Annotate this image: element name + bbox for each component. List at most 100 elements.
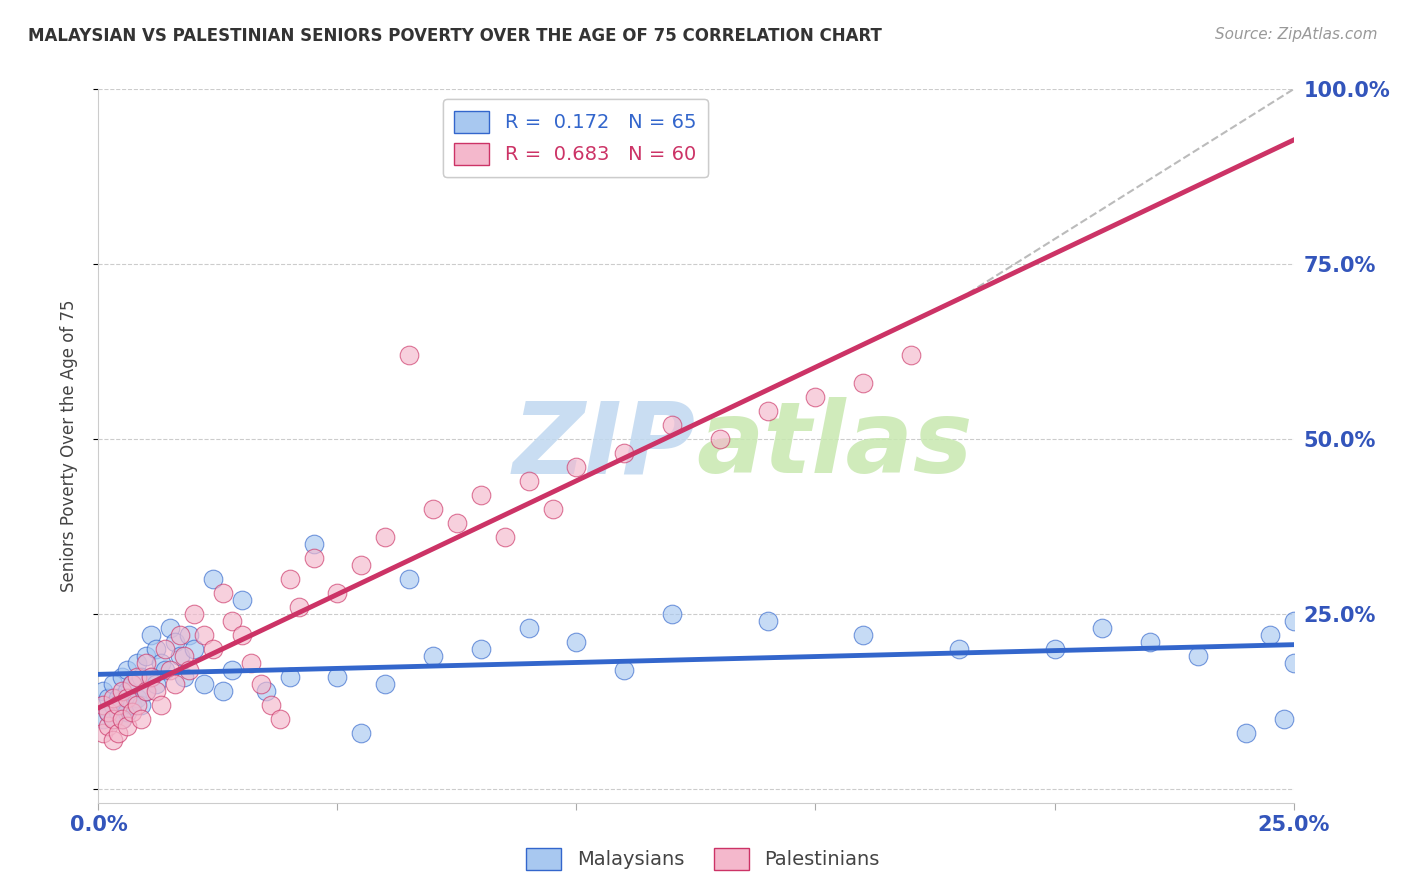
Point xyxy=(613,446,636,460)
Point xyxy=(91,712,114,726)
Point xyxy=(202,572,225,586)
Point xyxy=(145,684,167,698)
Point xyxy=(398,572,420,586)
Point xyxy=(101,677,124,691)
Point xyxy=(661,607,683,621)
Point xyxy=(107,690,129,705)
Point xyxy=(135,648,157,663)
Point xyxy=(193,628,215,642)
Point xyxy=(101,698,124,712)
Point xyxy=(278,670,301,684)
Point xyxy=(97,690,120,705)
Point xyxy=(183,607,205,621)
Text: atlas: atlas xyxy=(696,398,973,494)
Point xyxy=(101,712,124,726)
Point xyxy=(756,404,779,418)
Y-axis label: Seniors Poverty Over the Age of 75: Seniors Poverty Over the Age of 75 xyxy=(59,300,77,592)
Point xyxy=(179,663,201,677)
Point xyxy=(221,614,243,628)
Point xyxy=(159,663,181,677)
Point xyxy=(163,677,186,691)
Point xyxy=(202,641,225,656)
Point xyxy=(350,558,373,572)
Point xyxy=(326,586,349,600)
Point xyxy=(565,460,588,475)
Point xyxy=(565,635,588,649)
Point xyxy=(326,670,349,684)
Point xyxy=(1282,656,1305,670)
Point xyxy=(1282,614,1305,628)
Point xyxy=(1234,726,1257,740)
Text: MALAYSIAN VS PALESTINIAN SENIORS POVERTY OVER THE AGE OF 75 CORRELATION CHART: MALAYSIAN VS PALESTINIAN SENIORS POVERTY… xyxy=(28,27,882,45)
Point xyxy=(1091,621,1114,635)
Point xyxy=(145,677,167,691)
Text: ZIP: ZIP xyxy=(513,398,696,494)
Point xyxy=(139,670,162,684)
Point xyxy=(350,726,373,740)
Point xyxy=(111,698,134,712)
Point xyxy=(107,698,129,712)
Point xyxy=(101,732,124,747)
Point xyxy=(422,502,444,516)
Point xyxy=(1139,635,1161,649)
Point xyxy=(115,684,138,698)
Point xyxy=(278,572,301,586)
Point xyxy=(115,705,138,719)
Point xyxy=(541,502,564,516)
Point xyxy=(139,628,162,642)
Point xyxy=(97,705,120,719)
Point xyxy=(111,712,134,726)
Point xyxy=(121,677,143,691)
Point xyxy=(145,641,167,656)
Point xyxy=(139,670,162,684)
Point xyxy=(179,628,201,642)
Point xyxy=(107,705,129,719)
Text: Source: ZipAtlas.com: Source: ZipAtlas.com xyxy=(1215,27,1378,42)
Point xyxy=(131,670,153,684)
Point xyxy=(302,537,325,551)
Point xyxy=(517,621,540,635)
Point xyxy=(422,648,444,663)
Point xyxy=(948,641,970,656)
Point xyxy=(302,550,325,565)
Point xyxy=(613,663,636,677)
Point xyxy=(159,621,181,635)
Point xyxy=(91,726,114,740)
Point xyxy=(125,670,148,684)
Point xyxy=(111,670,134,684)
Point xyxy=(155,641,177,656)
Point xyxy=(250,677,273,691)
Point xyxy=(517,474,540,488)
Point xyxy=(91,684,114,698)
Point xyxy=(1187,648,1209,663)
Point xyxy=(131,698,153,712)
Point xyxy=(183,641,205,656)
Point xyxy=(125,690,148,705)
Point xyxy=(193,677,215,691)
Point xyxy=(135,684,157,698)
Point xyxy=(173,648,195,663)
Point xyxy=(852,376,875,390)
Point xyxy=(111,684,134,698)
Point xyxy=(107,726,129,740)
Point xyxy=(155,663,177,677)
Point xyxy=(494,530,516,544)
Point xyxy=(91,698,114,712)
Point xyxy=(374,677,396,691)
Point xyxy=(374,530,396,544)
Point xyxy=(240,656,263,670)
Point xyxy=(231,593,253,607)
Point xyxy=(259,698,281,712)
Point xyxy=(1258,628,1281,642)
Point xyxy=(97,705,120,719)
Point xyxy=(115,719,138,733)
Point xyxy=(661,417,683,432)
Point xyxy=(121,705,143,719)
Point xyxy=(173,670,195,684)
Point xyxy=(221,663,243,677)
Point xyxy=(115,663,138,677)
Point xyxy=(1043,641,1066,656)
Point xyxy=(101,712,124,726)
Point xyxy=(169,648,191,663)
Point xyxy=(852,628,875,642)
